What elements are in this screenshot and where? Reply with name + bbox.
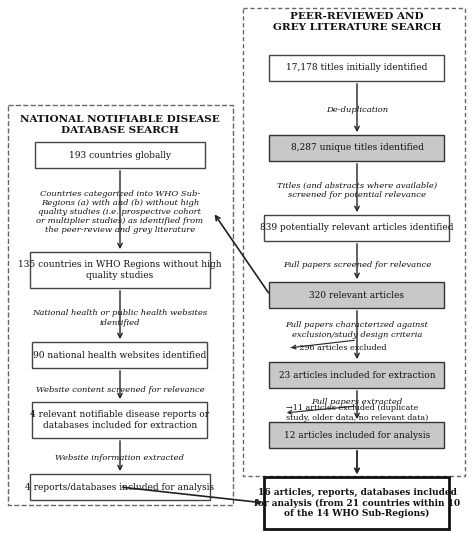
Bar: [264, 477, 449, 529]
Text: NATIONAL NOTIFIABLE DISEASE
DATABASE SEARCH: NATIONAL NOTIFIABLE DISEASE DATABASE SEA…: [20, 115, 220, 135]
Text: National health or public health websites
identified: National health or public health website…: [32, 309, 208, 327]
Bar: [264, 215, 449, 241]
Text: 17,178 titles initially identified: 17,178 titles initially identified: [286, 64, 428, 73]
Text: →11 articles excluded (duplicate
study, older data, no relevant data): →11 articles excluded (duplicate study, …: [286, 404, 428, 422]
Bar: [243, 8, 465, 476]
Bar: [270, 362, 445, 388]
Bar: [33, 402, 208, 438]
Bar: [270, 422, 445, 448]
Text: Full papers characterized against
exclusion/study design criteria: Full papers characterized against exclus…: [285, 321, 428, 339]
Text: 4 reports/databases included for analysis: 4 reports/databases included for analysi…: [26, 483, 215, 491]
Text: De-duplication: De-duplication: [326, 106, 388, 114]
Bar: [35, 142, 205, 168]
Text: 23 articles included for extraction: 23 articles included for extraction: [279, 371, 435, 380]
Bar: [30, 252, 210, 288]
Text: Titles (and abstracts where available)
screened for potential relevance: Titles (and abstracts where available) s…: [277, 182, 437, 199]
Text: 16 articles, reports, databases included
for analysis (from 21 countries within : 16 articles, reports, databases included…: [254, 488, 460, 518]
Text: PEER-REVIEWED AND
GREY LITERATURE SEARCH: PEER-REVIEWED AND GREY LITERATURE SEARCH: [273, 12, 441, 32]
Text: → 296 articles excluded: → 296 articles excluded: [290, 344, 386, 352]
Text: Full papers extracted: Full papers extracted: [311, 398, 402, 406]
Bar: [8, 105, 233, 505]
Text: 320 relevant articles: 320 relevant articles: [310, 290, 404, 300]
Text: 8,287 unique titles identified: 8,287 unique titles identified: [291, 144, 423, 153]
Text: Website content screened for relevance: Website content screened for relevance: [36, 386, 204, 394]
Bar: [270, 135, 445, 161]
Text: 4 relevant notifiable disease reports or
databases included for extraction: 4 relevant notifiable disease reports or…: [30, 410, 210, 430]
Text: 12 articles included for analysis: 12 articles included for analysis: [284, 430, 430, 439]
Text: Website information extracted: Website information extracted: [55, 454, 184, 462]
Text: Countries categorized into WHO Sub-
Regions (a) with and (b) without high
qualit: Countries categorized into WHO Sub- Regi…: [36, 190, 203, 234]
Text: 839 potentially relevant articles identified: 839 potentially relevant articles identi…: [260, 224, 454, 232]
Bar: [270, 282, 445, 308]
Text: Full papers screened for relevance: Full papers screened for relevance: [283, 261, 431, 269]
Text: 90 national health websites identified: 90 national health websites identified: [33, 350, 207, 359]
Text: 193 countries globally: 193 countries globally: [69, 151, 171, 160]
Bar: [270, 55, 445, 81]
Bar: [30, 474, 210, 500]
Bar: [33, 342, 208, 368]
Text: 135 countries in WHO Regions without high
quality studies: 135 countries in WHO Regions without hig…: [18, 260, 222, 280]
